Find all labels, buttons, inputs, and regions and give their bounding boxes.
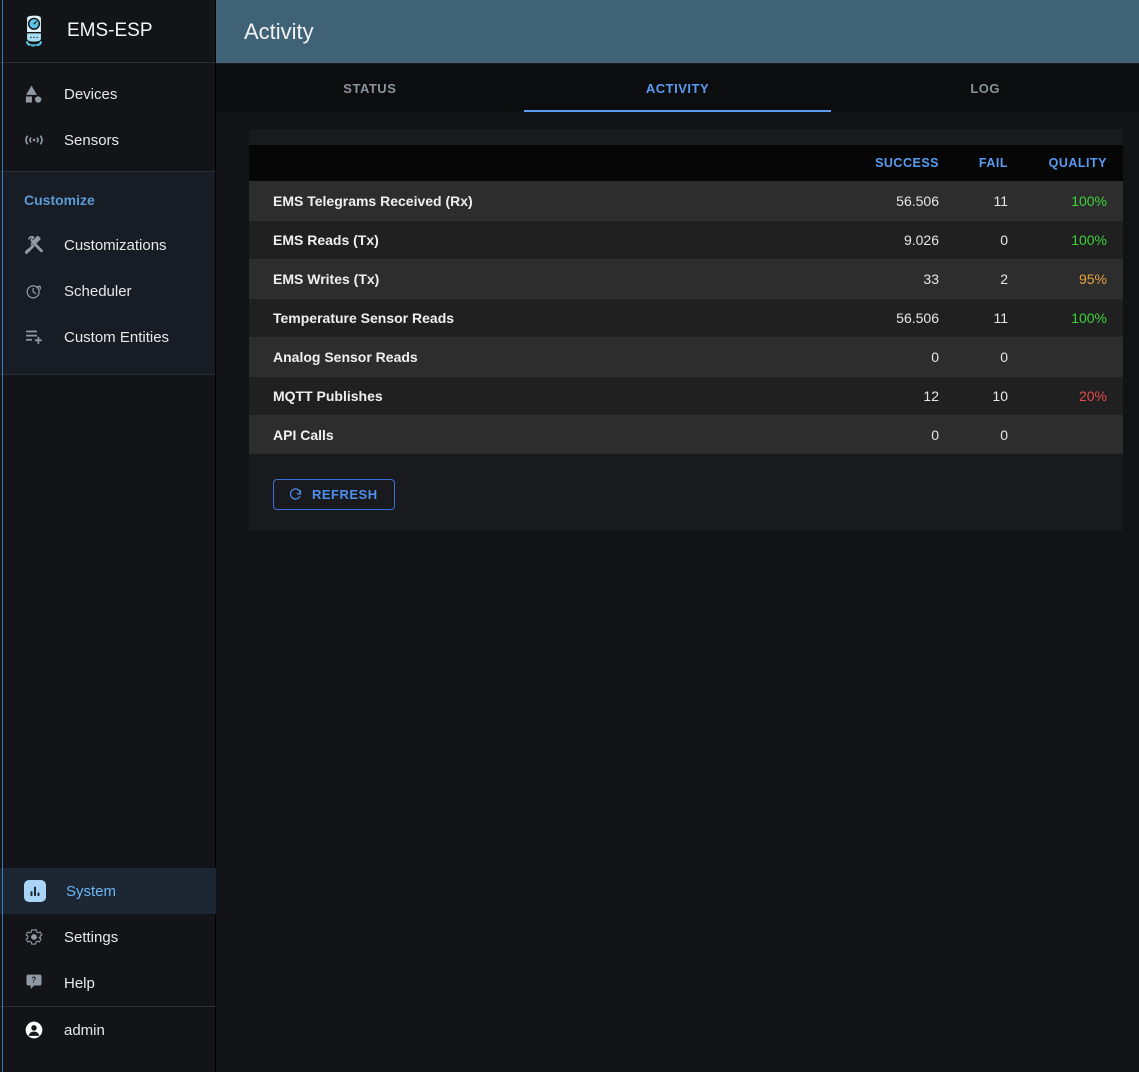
svg-text:?: ? — [31, 975, 36, 984]
